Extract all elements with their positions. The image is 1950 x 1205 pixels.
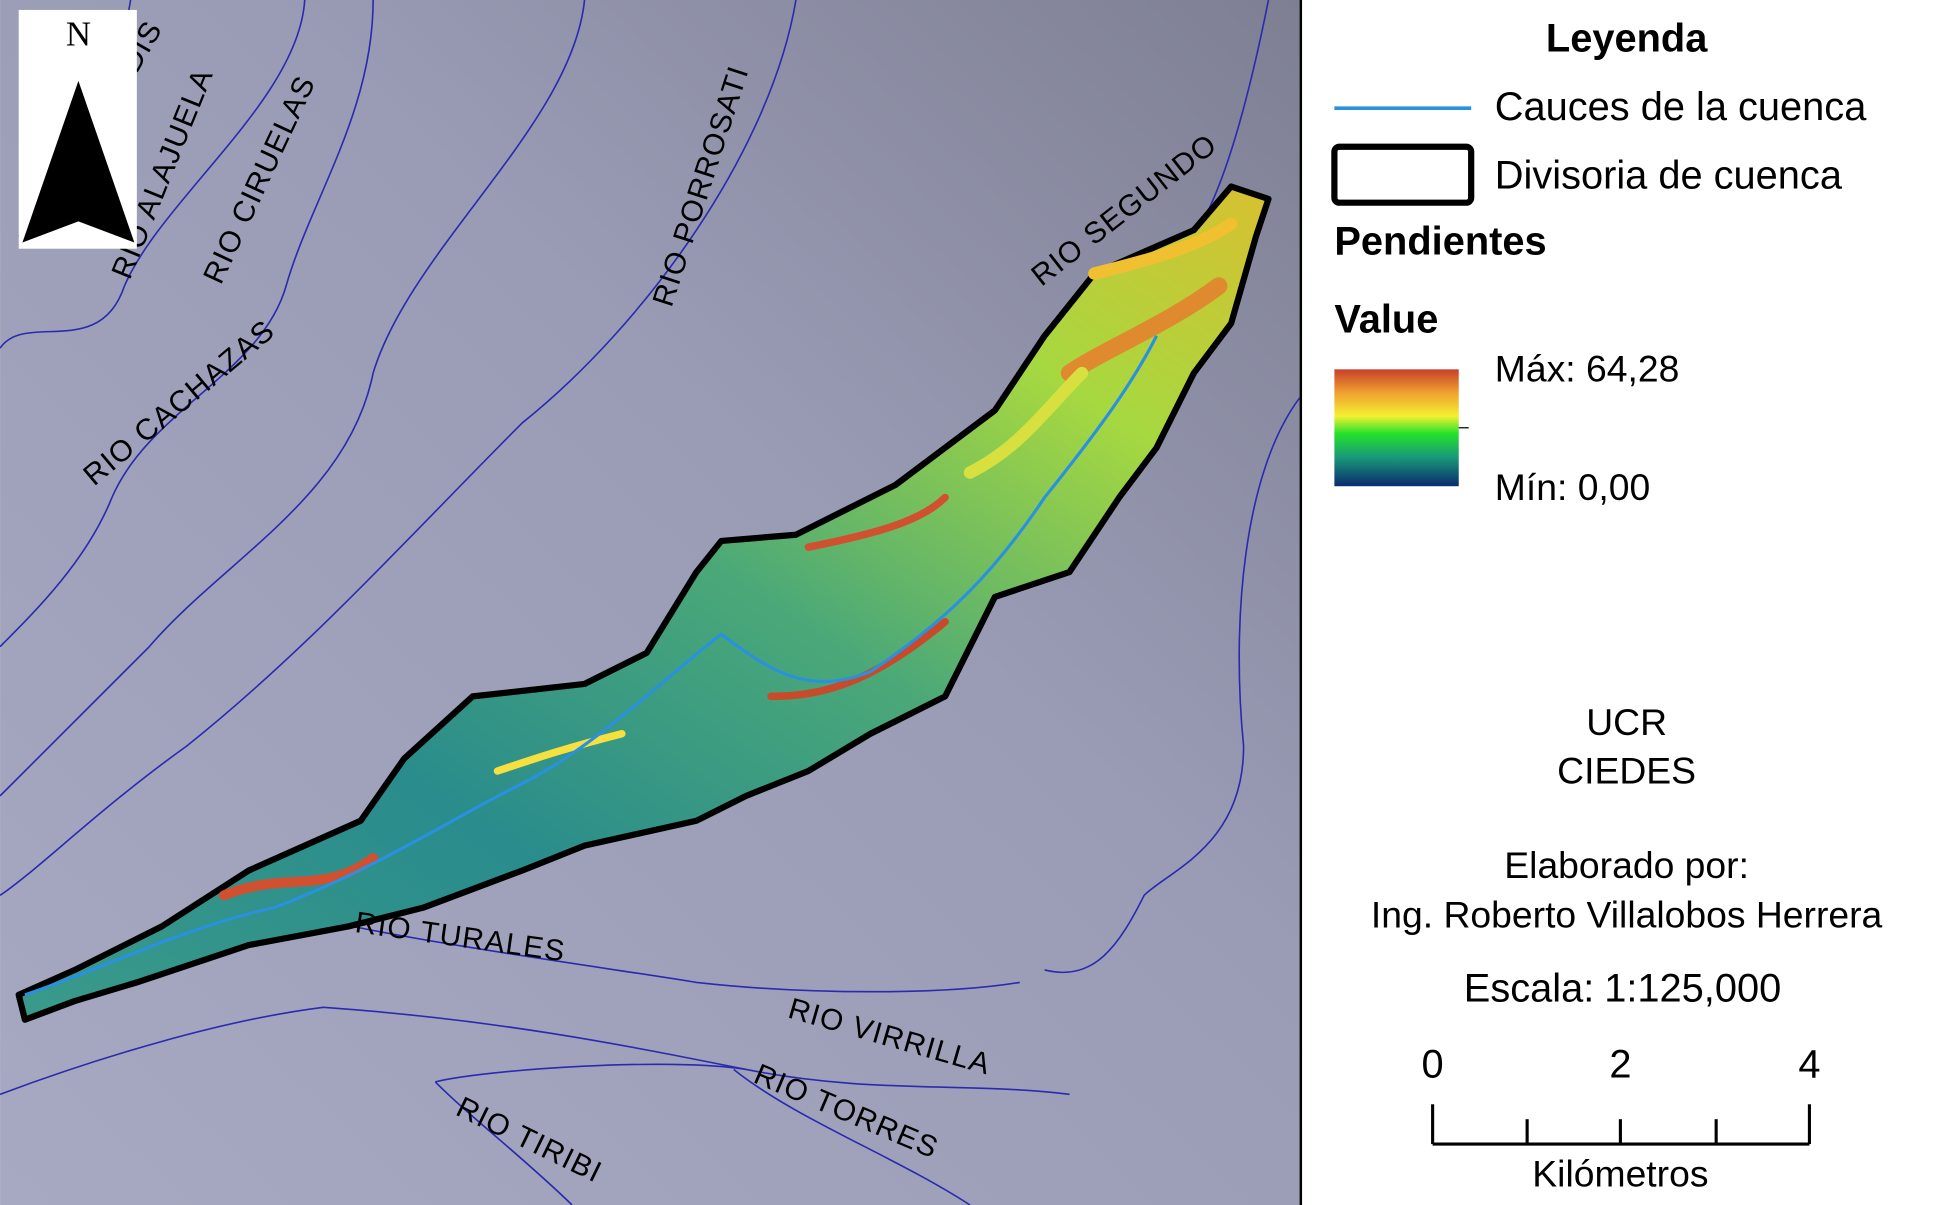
map-background (0, 0, 1300, 1205)
river (0, 0, 306, 349)
ramp-max: Máx: 64,28 (1495, 348, 1680, 390)
stream (24, 335, 1158, 997)
scale-number: 2 (1609, 1042, 1631, 1086)
steep-zone (1088, 217, 1238, 280)
credit: Ing. Roberto Villalobos Herrera (1371, 894, 1883, 936)
north-label: N (66, 14, 91, 53)
steep-zone (1060, 277, 1228, 382)
scale-bar (1431, 1104, 1811, 1146)
river-network (0, 0, 1301, 1205)
legend-item: Cauces de la cuenca (1495, 85, 1867, 129)
divide-swatch (1331, 143, 1475, 206)
river (1044, 397, 1301, 974)
river (733, 1068, 971, 1205)
river (0, 0, 797, 897)
color-ramp (1334, 369, 1459, 487)
legend-heading: Pendientes (1334, 219, 1546, 263)
steep-zone (218, 853, 379, 901)
north-arrow (22, 80, 135, 243)
steep-zone (493, 729, 626, 775)
credit: CIEDES (1557, 749, 1696, 791)
basin (15, 183, 1272, 1023)
legend-item: Divisoria de cuenca (1495, 153, 1843, 197)
steep-zone (767, 618, 949, 701)
scale-number: 0 (1422, 1042, 1444, 1086)
credit: UCR (1586, 701, 1667, 743)
slope-texture (218, 217, 1238, 901)
legend-title: Leyenda (1546, 17, 1708, 61)
scale-ratio: 1:125,000 (1604, 967, 1781, 1011)
steep-zone (963, 366, 1089, 479)
river (323, 919, 1020, 993)
river (0, 1006, 1070, 1096)
scale-label: Escala: (1464, 967, 1594, 1011)
river (434, 1081, 573, 1205)
river (0, 0, 374, 648)
steep-zone (804, 493, 949, 551)
river (0, 0, 586, 797)
credit: Elaborado por: (1504, 844, 1749, 886)
river (435, 1063, 747, 1083)
scale-number: 4 (1798, 1042, 1820, 1086)
scale-unit: Kilómetros (1532, 1152, 1708, 1194)
legend-heading: Value (1334, 298, 1438, 342)
ramp-min: Mín: 0,00 (1495, 466, 1650, 508)
